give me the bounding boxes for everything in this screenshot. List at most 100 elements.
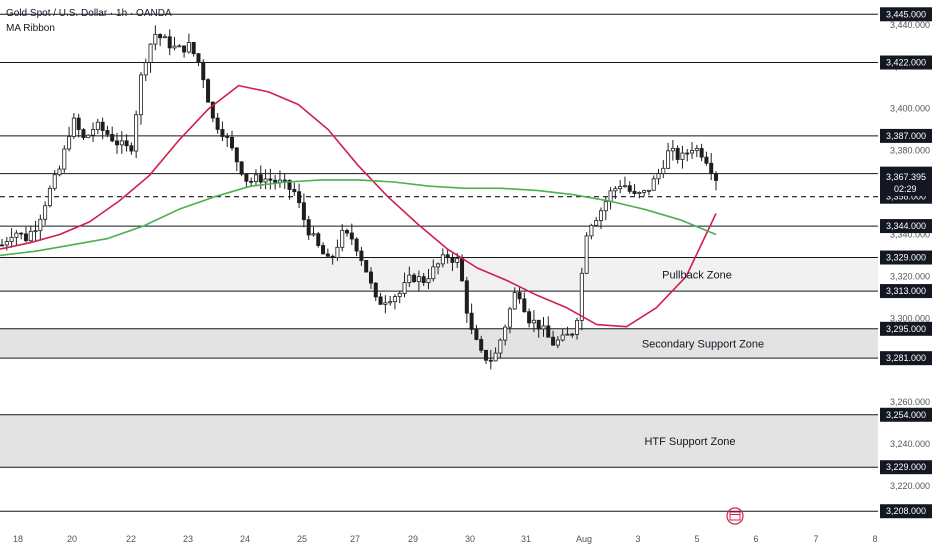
candle-body [646, 189, 651, 192]
candle-body [19, 232, 24, 235]
candle-body [148, 43, 153, 63]
candle-body [282, 179, 287, 182]
candle-body [709, 162, 714, 174]
candle-body [445, 254, 450, 259]
candle-body [507, 308, 512, 328]
candle-body [105, 130, 110, 135]
candle-body [253, 174, 258, 182]
level-label-bg [880, 219, 932, 234]
candle-body [584, 235, 589, 274]
levels-layer [0, 13, 878, 512]
candle-body [498, 339, 503, 354]
candle-body [627, 185, 632, 192]
support-zone [0, 414, 878, 468]
level-label-bg [880, 250, 932, 265]
candle-body [182, 45, 187, 53]
x-tick-label: 25 [297, 534, 307, 544]
candle-body [134, 114, 139, 152]
candle-body [268, 178, 273, 181]
x-tick-label: 6 [753, 534, 758, 544]
candle-body [158, 34, 163, 39]
candle-body [512, 292, 517, 310]
y-tick-label: 3,340.000 [890, 229, 930, 239]
candle-body [249, 180, 254, 183]
countdown-label: 02:29 [894, 184, 917, 194]
price-axis[interactable]: 3,220.0003,240.0003,260.0003,280.0003,30… [880, 7, 932, 519]
level-label-bg [880, 407, 932, 422]
level-label-bg [880, 351, 932, 366]
candle-body [464, 280, 469, 314]
candle-body [220, 129, 225, 137]
x-tick-label: 5 [694, 534, 699, 544]
candle-body [694, 148, 699, 151]
candle-body [412, 274, 417, 282]
zones-layer [0, 257, 878, 468]
x-tick-label: 3 [635, 534, 640, 544]
candle-body [483, 349, 488, 361]
candle-body [378, 296, 383, 305]
candle-body [14, 232, 19, 238]
candle-body [714, 173, 719, 181]
candle-body [383, 302, 388, 305]
candle-body [536, 319, 541, 330]
candle-body [637, 192, 642, 195]
candle-body [167, 36, 172, 49]
level-label: 3,295.000 [886, 324, 926, 334]
candle-body [71, 117, 76, 137]
candle-body [119, 140, 124, 146]
candle-body [474, 329, 479, 340]
candle-body [421, 276, 426, 283]
level-label: 3,208.000 [886, 506, 926, 516]
level-label-bg [880, 504, 932, 519]
candle-body [335, 246, 340, 259]
candle-body [560, 334, 565, 341]
candle-body [206, 79, 211, 103]
current-price-badge [880, 170, 932, 197]
x-tick-label: 20 [67, 534, 77, 544]
candle-body [368, 271, 373, 284]
candle-body [359, 250, 364, 261]
candle-body [469, 312, 474, 330]
candle-body [143, 62, 148, 76]
candle-body [373, 282, 378, 298]
candle-body [115, 140, 120, 146]
candle-body [541, 325, 546, 330]
candle-body [388, 301, 393, 304]
candle-body [680, 152, 685, 160]
candle-body [354, 238, 359, 252]
candle-body [52, 174, 57, 189]
candle-body [661, 167, 666, 174]
level-label-bg [880, 284, 932, 299]
candle-body [632, 190, 637, 195]
candle-body [273, 179, 278, 183]
level-label: 3,422.000 [886, 58, 926, 68]
candle-body [579, 272, 584, 321]
x-tick-label: 29 [408, 534, 418, 544]
calendar-icon[interactable] [726, 507, 744, 525]
candle-body [47, 187, 52, 207]
candle-body [230, 136, 235, 149]
candle-body [656, 173, 661, 180]
candle-body [67, 136, 72, 150]
candle-body [62, 148, 67, 170]
candle-body [239, 161, 244, 175]
candle-body [531, 319, 536, 324]
candle-body [43, 205, 48, 220]
time-axis[interactable]: 18 20 22 23 24 25 27 29 30 31 Aug 3 5 6 7 8 [13, 534, 878, 544]
level-label-bg [880, 7, 932, 22]
level-label: 3,344.000 [886, 221, 926, 231]
candle-body [57, 168, 62, 176]
ma-slow-line [0, 179, 717, 257]
candle-body [86, 134, 91, 139]
candle-body [416, 276, 421, 282]
candle-body [517, 292, 522, 300]
candle-body [91, 129, 96, 136]
candle-body [263, 178, 268, 183]
candle-body [33, 230, 38, 233]
candle-body [555, 339, 560, 346]
candle-body [234, 147, 239, 163]
candle-body [138, 74, 143, 116]
candle-body [546, 325, 551, 338]
